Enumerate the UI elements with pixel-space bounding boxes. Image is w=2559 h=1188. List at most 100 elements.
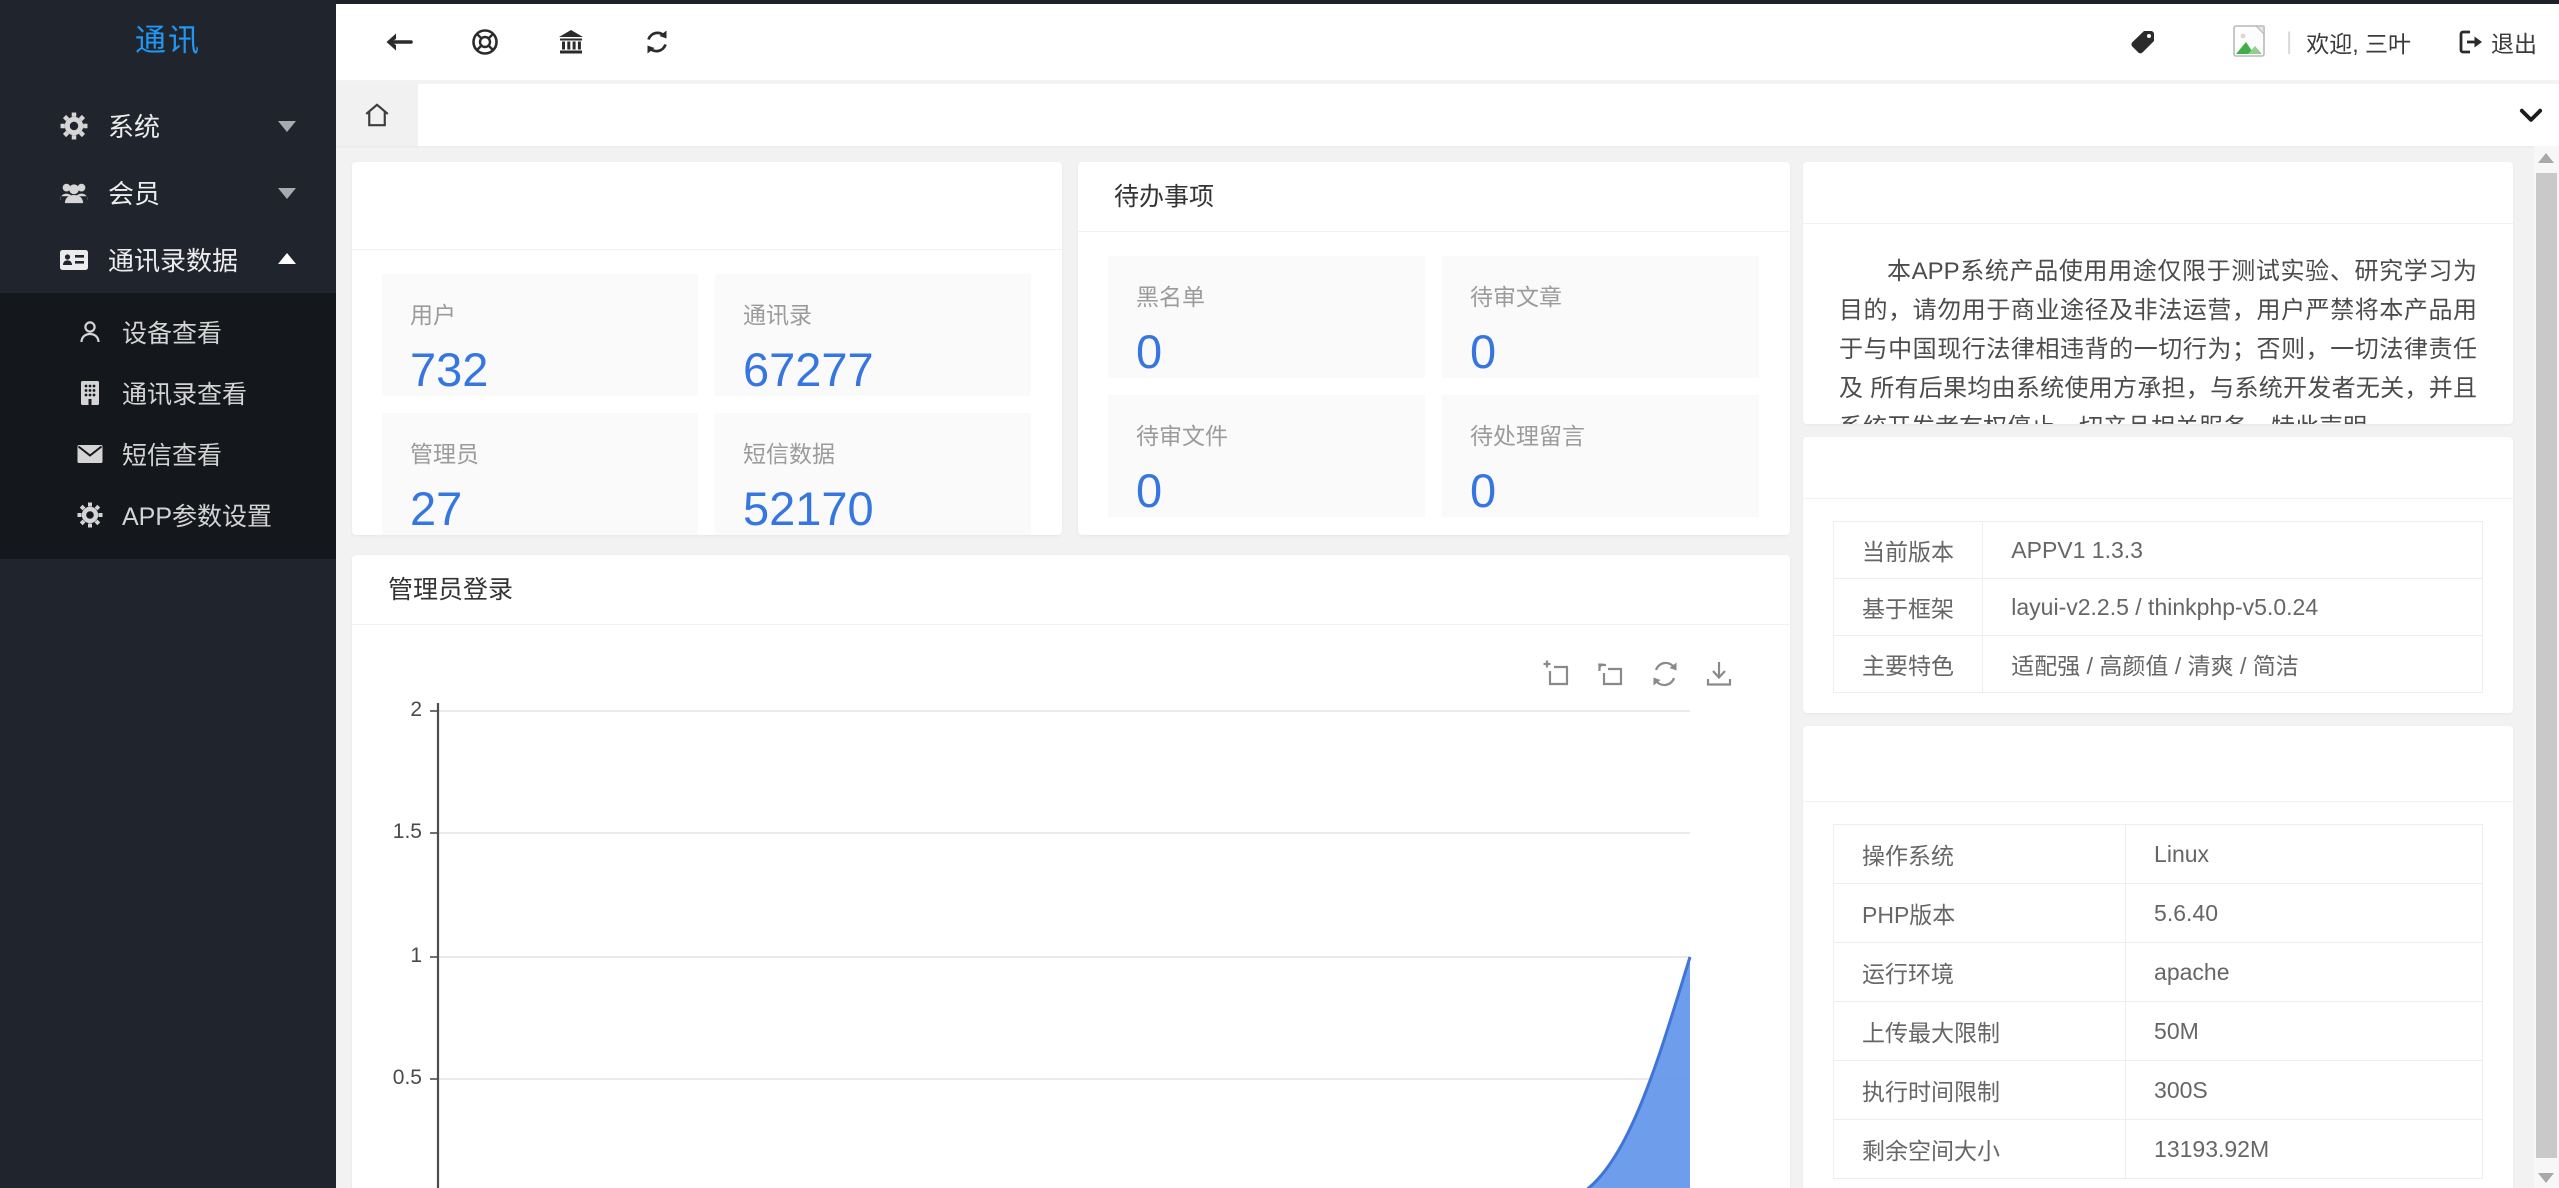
tab-home[interactable]: [336, 84, 418, 146]
separator: |: [2285, 28, 2293, 55]
y-axis-tick: 1.5: [392, 820, 422, 843]
datazoom-icon[interactable]: [1542, 659, 1572, 689]
sidebar-item-device-view[interactable]: 设备查看: [0, 301, 336, 362]
zoomreset-icon[interactable]: [1596, 659, 1626, 689]
todo-label: 待处理留言: [1470, 423, 1585, 449]
y-axis-tick: 0.5: [392, 1066, 422, 1089]
row-label: 主要特色: [1832, 635, 1984, 693]
y-axis-tick: 1: [410, 944, 422, 967]
lifebuoy-icon[interactable]: [468, 25, 502, 59]
chevron-down-icon[interactable]: [2517, 101, 2545, 134]
gear-icon: [72, 502, 108, 528]
version-card-header: [1803, 437, 2513, 499]
todo-label: 待审文章: [1470, 284, 1562, 310]
submenu-item-label: 设备查看: [122, 319, 223, 348]
row-value: 适配强 / 高颜值 / 清爽 / 简洁: [1982, 635, 2483, 693]
stat-tile-sms: 短信数据 52170: [715, 413, 1031, 535]
todo-tile-blacklist: 黑名单 0: [1108, 256, 1425, 378]
scrollbar-thumb[interactable]: [2536, 173, 2557, 1158]
download-icon[interactable]: [1704, 659, 1734, 689]
system-table: 操作系统 Linux PHP版本 5.6.40 运行环境 apache 上传最大…: [1832, 824, 2483, 1179]
stat-label: 管理员: [410, 441, 479, 467]
row-label: 基于框架: [1832, 578, 1984, 636]
row-value: 13193.92M: [2125, 1119, 2483, 1179]
refresh-icon[interactable]: [640, 25, 674, 59]
row-value: APPV1 1.3.3: [1982, 521, 2483, 579]
sidebar-item-sms-view[interactable]: 短信查看: [0, 423, 336, 484]
scroll-up-arrow-icon[interactable]: [2538, 153, 2554, 163]
logout-label: 退出: [2491, 31, 2537, 57]
sidebar-item-members[interactable]: 会员: [0, 159, 336, 226]
sidebar-item-label: 通讯录数据: [108, 246, 239, 276]
welcome-text: 欢迎, 三叶: [2306, 31, 2411, 57]
disclaimer-text: 本APP系统产品使用用途仅限于测试实验、研究学习为目的，请勿用于商业途径及非法运…: [1839, 258, 2477, 424]
users-icon: [54, 179, 94, 207]
table-row: 当前版本 APPV1 1.3.3: [1832, 521, 2483, 579]
submenu-item-label: APP参数设置: [122, 502, 273, 531]
table-row: PHP版本 5.6.40: [1832, 883, 2483, 943]
stat-tile-admins: 管理员 27: [382, 413, 698, 535]
logout-button[interactable]: 退出: [2457, 25, 2537, 59]
avatar[interactable]: [2230, 25, 2270, 59]
scroll-down-arrow-icon[interactable]: [2538, 1173, 2554, 1183]
submenu-item-label: 短信查看: [122, 441, 223, 470]
system-card: 操作系统 Linux PHP版本 5.6.40 运行环境 apache 上传最大…: [1803, 726, 2513, 1188]
top-header: | 欢迎, 三叶 退出: [336, 0, 2559, 80]
row-label: PHP版本: [1832, 883, 2127, 943]
sidebar-item-app-settings[interactable]: APP参数设置: [0, 484, 336, 545]
chart-toolbox: [1542, 659, 1734, 689]
back-arrow-icon[interactable]: [382, 25, 416, 59]
admin-login-chart-card: 管理员登录: [352, 555, 1790, 1188]
notice-card: 本APP系统产品使用用途仅限于测试实验、研究学习为目的，请勿用于商业途径及非法运…: [1803, 162, 2513, 424]
envelope-icon: [72, 443, 108, 465]
row-label: 当前版本: [1832, 521, 1984, 579]
todo-tile-pending-files: 待审文件 0: [1108, 395, 1425, 517]
person-icon: [72, 319, 108, 345]
vertical-scrollbar: [2534, 146, 2559, 1188]
stat-value: 52170: [743, 482, 874, 535]
table-row: 上传最大限制 50M: [1832, 1001, 2483, 1061]
row-value: 50M: [2125, 1001, 2483, 1061]
chevron-up-icon: [278, 244, 296, 264]
sidebar-item-label: 会员: [108, 179, 161, 209]
home-icon: [365, 103, 389, 127]
stat-label: 用户: [410, 302, 456, 328]
row-value: 300S: [2125, 1060, 2483, 1120]
todo-card: 待办事项 黑名单 0 待审文章 0 待审文件 0 待处理留言 0: [1078, 162, 1790, 535]
todo-value: 0: [1136, 464, 1163, 517]
row-label: 剩余空间大小: [1832, 1119, 2127, 1179]
sidebar-item-contacts-data[interactable]: 通讯录数据: [0, 226, 336, 293]
notice-card-header: [1803, 162, 2513, 224]
addressbook-icon: [72, 380, 108, 406]
table-row: 剩余空间大小 13193.92M: [1832, 1119, 2483, 1179]
todo-value: 0: [1470, 325, 1497, 378]
tag-icon[interactable]: [2126, 25, 2160, 59]
series-line: [1586, 956, 1692, 1188]
chart-card-title: 管理员登录: [352, 555, 1790, 625]
todo-label: 黑名单: [1136, 284, 1205, 310]
todo-value: 0: [1470, 464, 1497, 517]
idcard-icon: [54, 248, 94, 272]
todo-value: 0: [1136, 325, 1163, 378]
table-row: 运行环境 apache: [1832, 942, 2483, 1002]
stat-tile-users: 用户 732: [382, 274, 698, 396]
stat-value: 732: [410, 343, 489, 396]
todo-tile-pending-messages: 待处理留言 0: [1442, 395, 1759, 517]
signout-icon: [2459, 30, 2482, 54]
stat-value: 67277: [743, 343, 874, 396]
restore-icon[interactable]: [1650, 659, 1680, 689]
admin-login-chart: 2 1.5 1 0.5: [352, 625, 1790, 1188]
table-row: 执行时间限制 300S: [1832, 1060, 2483, 1120]
table-row: 基于框架 layui-v2.2.5 / thinkphp-v5.0.24: [1832, 578, 2483, 636]
sidebar-item-contacts-view[interactable]: 通讯录查看: [0, 362, 336, 423]
row-label: 操作系统: [1832, 824, 2127, 884]
stat-tile-contacts: 通讯录 67277: [715, 274, 1031, 396]
table-row: 主要特色 适配强 / 高颜值 / 清爽 / 简洁: [1832, 635, 2483, 693]
bank-icon[interactable]: [554, 25, 588, 59]
area-chart-plot: [430, 703, 1692, 1188]
table-row: 操作系统 Linux: [1832, 824, 2483, 884]
sidebar-item-system[interactable]: 系统: [0, 92, 336, 159]
version-card: 当前版本 APPV1 1.3.3 基于框架 layui-v2.2.5 / thi…: [1803, 437, 2513, 713]
app-title: 通讯: [135, 23, 201, 58]
stat-value: 27: [410, 482, 463, 535]
